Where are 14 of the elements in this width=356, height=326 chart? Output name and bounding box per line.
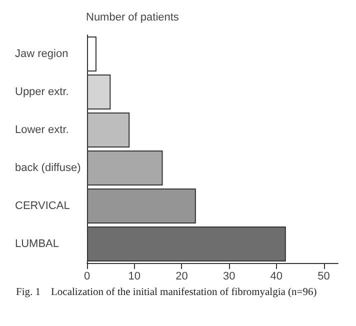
y-tick-label: LUMBAL: [15, 238, 60, 250]
x-tick-label: 30: [222, 270, 236, 282]
x-tick-label: 40: [270, 270, 283, 282]
x-axis-title: Number of patients: [86, 12, 180, 24]
caption: Fig. 1 Localization of the initial manifestation of fibromyalgia (n=96): [16, 287, 318, 298]
x-tick-label: 10: [128, 270, 140, 282]
y-tick-label: back (diffuse): [15, 162, 81, 174]
x-tick-label: 0: [84, 270, 90, 282]
y-tick-label: Upper extr.: [15, 86, 69, 98]
y-tick-label: Jaw region: [15, 48, 68, 60]
x-tick-label: 20: [176, 270, 188, 282]
y-tick-label: CERVICAL: [15, 200, 70, 212]
y-tick-label: Lower extr.: [15, 124, 69, 136]
x-tick-label: 50: [318, 270, 330, 282]
